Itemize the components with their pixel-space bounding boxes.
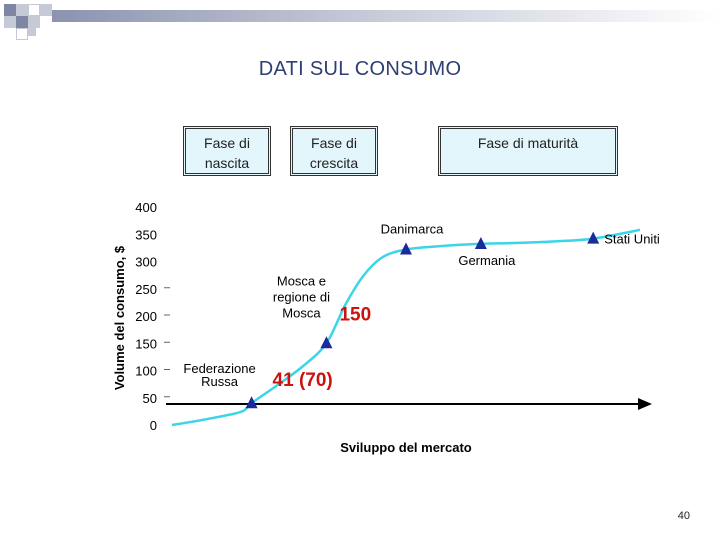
data-markers <box>245 231 600 409</box>
header-decoration <box>0 0 720 40</box>
decor-square <box>16 28 28 40</box>
triangle-marker <box>474 237 487 250</box>
page-title: DATI SUL CONSUMO <box>258 58 462 80</box>
decor-square <box>28 16 40 28</box>
decor-square <box>28 4 40 16</box>
decor-square <box>40 4 52 16</box>
decor-square <box>4 4 16 16</box>
point-label: Mosca e <box>277 273 326 288</box>
triangle-marker <box>245 396 258 409</box>
y-tick-label: 250 <box>135 282 157 297</box>
phase-label-line1: Fase di maturità <box>477 135 579 151</box>
y-tick-label: 350 <box>135 227 157 242</box>
y-axis-label: Volume del consumo, $ <box>112 245 127 390</box>
y-tick-label: 150 <box>135 336 157 351</box>
point-label: Germania <box>458 253 516 268</box>
triangle-marker <box>400 242 412 255</box>
point-label: Mosca <box>282 305 321 320</box>
phase-box-nascita: Fase di nascita <box>183 126 271 176</box>
point-label: Stati Uniti <box>604 232 660 247</box>
y-tick-label: 200 <box>135 309 157 324</box>
y-axis: 0 50 100 150 200 250 300 350 400 Volume del consu… <box>112 200 170 433</box>
decor-square <box>28 28 36 36</box>
point-label: Danimarca <box>381 222 445 237</box>
decor-square <box>16 16 28 28</box>
y-tick-label: 0 <box>150 418 157 433</box>
decor-square <box>4 16 16 28</box>
triangle-marker <box>320 336 333 349</box>
page-number: 40 <box>677 510 690 522</box>
series-line <box>171 228 641 427</box>
y-tick-label: 100 <box>135 364 157 379</box>
point-label: Russa <box>201 374 239 389</box>
x-axis-label: Sviluppo del mercato <box>340 440 472 455</box>
header-gradient-bar <box>52 10 720 22</box>
phase-label-line1: Fase di <box>204 135 250 151</box>
y-tick-label: 300 <box>135 255 157 270</box>
decor-square <box>16 4 28 16</box>
triangle-marker <box>587 231 600 244</box>
point-label: regione di <box>273 289 330 304</box>
phase-label-line2: crescita <box>309 155 359 171</box>
x-axis-arrowhead <box>638 398 652 410</box>
phase-box-crescita: Fase di crescita <box>290 126 378 176</box>
callout-value: 41 (70) <box>273 370 333 391</box>
x-axis: Sviluppo del mercato <box>166 398 652 455</box>
callout-value: 150 <box>339 304 371 325</box>
point-label: Federazione <box>183 361 255 376</box>
y-tick-label: 50 <box>143 391 157 406</box>
phase-box-maturita: Fase di maturità <box>438 126 618 176</box>
y-tick-label: 400 <box>135 200 157 215</box>
phase-label-line1: Fase di <box>311 135 357 151</box>
phase-label-line2: nascita <box>204 155 250 171</box>
